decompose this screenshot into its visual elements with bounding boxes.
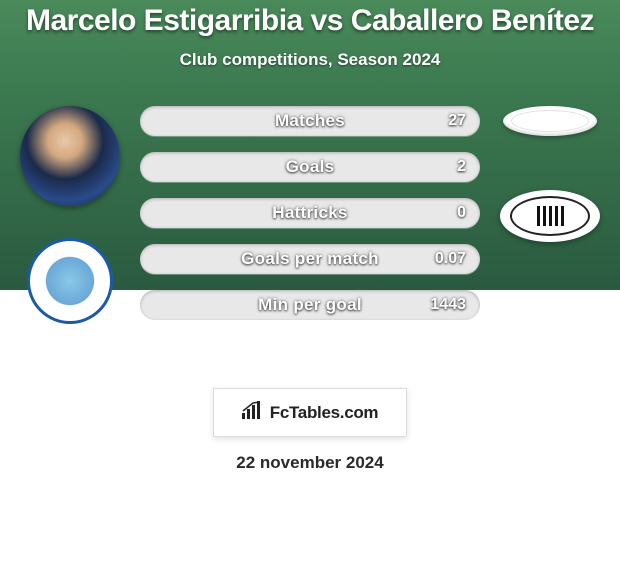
- stat-label: Min per goal: [258, 295, 362, 315]
- stat-label: Goals: [286, 157, 335, 177]
- stat-bar-hattricks: Hattricks 0: [140, 198, 480, 228]
- stat-label: Matches: [275, 111, 345, 131]
- stripes-icon: [537, 206, 564, 226]
- footer-date: 22 november 2024: [0, 453, 620, 473]
- stat-bar-min-per-goal: Min per goal 1443: [140, 290, 480, 320]
- stat-bar-goals-per-match: Goals per match 0.07: [140, 244, 480, 274]
- content: Marcelo Estigarribia vs Caballero Beníte…: [0, 0, 620, 320]
- comparison-grid: Matches 27 Goals 2 Hattricks 0 Goals per…: [0, 106, 620, 320]
- page-subtitle: Club competitions, Season 2024: [0, 50, 620, 70]
- club-logo-libertad-inner: [510, 196, 590, 236]
- stat-value: 0.07: [435, 250, 466, 268]
- stat-value: 27: [448, 112, 466, 130]
- left-column: [10, 106, 130, 334]
- stat-label: Hattricks: [272, 203, 347, 223]
- footer: FcTables.com 22 november 2024: [0, 388, 620, 473]
- stat-value: 2: [457, 158, 466, 176]
- stat-value: 1443: [430, 296, 466, 314]
- right-column: [490, 106, 610, 242]
- stat-bars: Matches 27 Goals 2 Hattricks 0 Goals per…: [140, 106, 480, 320]
- stat-bar-matches: Matches 27: [140, 106, 480, 136]
- player-avatar: [20, 106, 120, 206]
- brand-text: FcTables.com: [270, 403, 379, 423]
- brand-link[interactable]: FcTables.com: [213, 388, 408, 437]
- opponent-logo-placeholder: [503, 106, 597, 136]
- stat-label: Goals per match: [241, 249, 379, 269]
- page-title: Marcelo Estigarribia vs Caballero Beníte…: [0, 4, 620, 38]
- chart-icon: [242, 401, 264, 424]
- club-logo-sol-de-america: [27, 238, 113, 324]
- club-logo-libertad: [500, 190, 600, 242]
- stat-bar-goals: Goals 2: [140, 152, 480, 182]
- stat-value: 0: [457, 204, 466, 222]
